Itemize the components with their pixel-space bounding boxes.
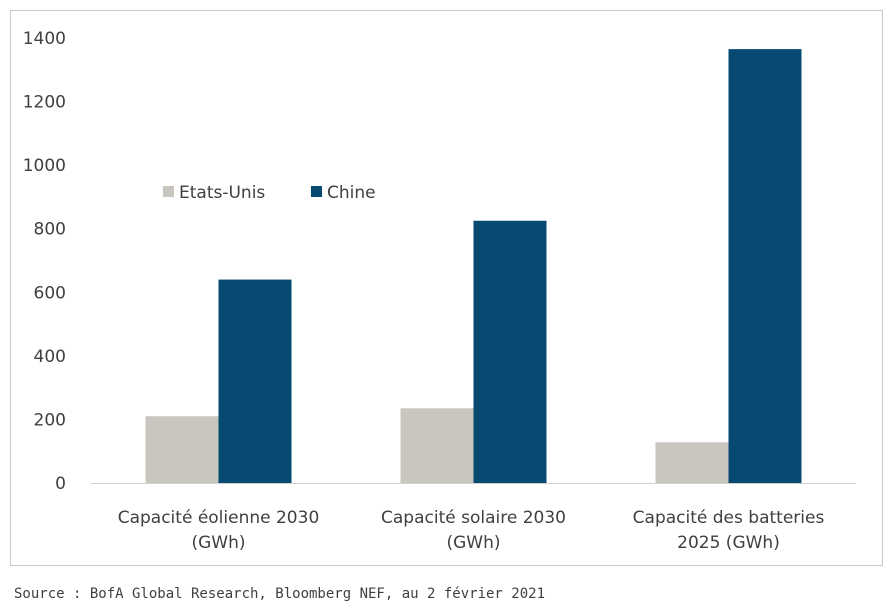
legend-label: Chine (327, 183, 376, 203)
x-axis: Capacité éolienne 2030 (GWh) Capacité sola… (118, 508, 825, 553)
x-tick-label: (GWh) (446, 533, 500, 553)
legend-swatch (311, 186, 322, 197)
x-tick-label: Capacité solaire 2030 (381, 508, 566, 528)
y-tick-label: 400 (34, 347, 66, 367)
legend-label: Etats-Unis (179, 183, 265, 203)
bar-chine-1 (218, 279, 292, 483)
y-tick-label: 1000 (23, 156, 66, 176)
bars (145, 49, 802, 483)
bar-etats-unis-1 (145, 416, 219, 483)
chart-frame: 0 200 400 600 800 1000 1200 1400 Capacité éolie… (10, 10, 883, 566)
bar-chine-3 (728, 49, 802, 483)
y-tick-label: 200 (34, 410, 66, 430)
bar-chart: 0 200 400 600 800 1000 1200 1400 Capacité éolie… (23, 29, 856, 553)
x-tick-label: 2025 (GWh) (677, 533, 780, 553)
y-tick-label: 600 (34, 283, 66, 303)
legend: Etats-Unis Chine (163, 183, 376, 203)
y-tick-label: 0 (55, 474, 66, 494)
y-axis: 0 200 400 600 800 1000 1200 1400 (23, 29, 66, 494)
x-tick-label: (GWh) (191, 533, 245, 553)
y-tick-label: 1400 (23, 29, 66, 49)
legend-swatch (163, 186, 174, 197)
y-tick-label: 800 (34, 220, 66, 240)
y-tick-label: 1200 (23, 93, 66, 113)
bar-chine-2 (473, 220, 547, 483)
x-tick-label: Capacité des batteries (633, 508, 825, 528)
source-note: Source : BofA Global Research, Bloomberg… (14, 586, 546, 602)
bar-etats-unis-3 (655, 442, 729, 483)
bar-etats-unis-2 (400, 408, 474, 483)
x-tick-label: Capacité éolienne 2030 (118, 508, 320, 528)
